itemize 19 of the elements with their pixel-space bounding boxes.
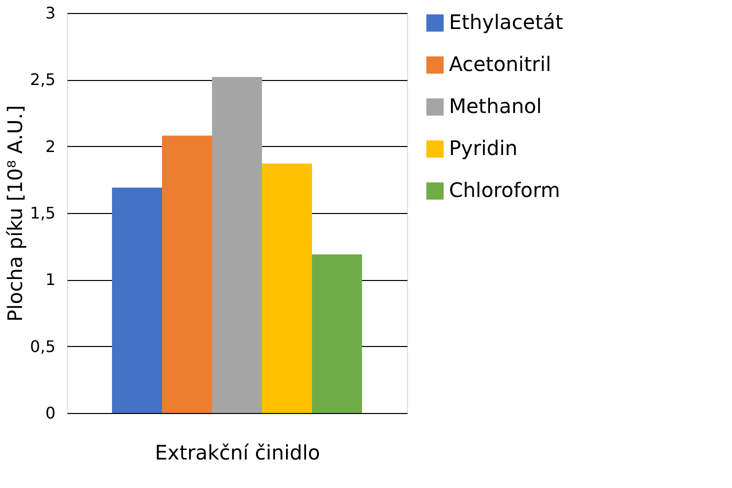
y-tick-label: 1,5 xyxy=(30,204,56,222)
legend-label: Pyridin xyxy=(449,136,518,160)
x-axis-title: Extrakční činidlo xyxy=(154,440,320,464)
legend-label: Ethylacetát xyxy=(449,10,564,34)
y-tick-label: 2,5 xyxy=(30,70,56,90)
legend-label: Acetonitril xyxy=(449,52,552,76)
y-tick-label: 2 xyxy=(45,136,56,156)
bar xyxy=(312,254,362,413)
legend-label: Chloroform xyxy=(449,178,560,202)
bar xyxy=(212,77,262,413)
y-tick-label: 3 xyxy=(45,4,56,22)
bar xyxy=(262,164,312,413)
y-tick-label: 1 xyxy=(45,270,56,290)
y-axis-title: Plocha píku [10⁸ A.U.] xyxy=(3,105,28,322)
legend-label: Methanol xyxy=(449,94,542,118)
y-tick-label: 0 xyxy=(45,404,56,422)
bar xyxy=(112,188,162,413)
y-tick-label: 0,5 xyxy=(30,336,56,356)
bar xyxy=(162,136,212,413)
